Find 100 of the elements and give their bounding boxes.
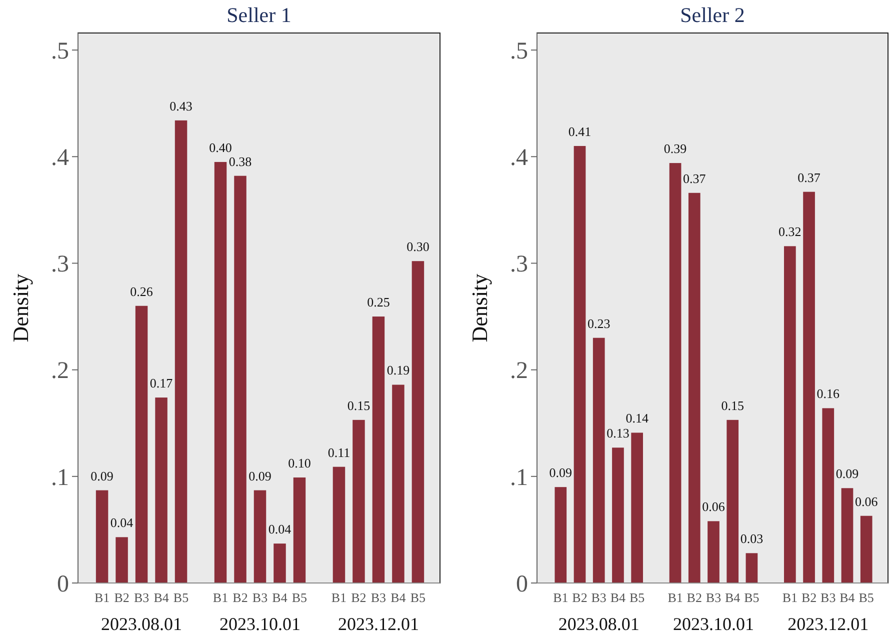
bar — [726, 420, 739, 583]
bar — [96, 490, 108, 583]
bar — [688, 192, 700, 583]
chart-title: Seller 2 — [680, 3, 745, 27]
text: 2023.10.01 — [673, 614, 754, 634]
text: 2023.12.01 — [338, 614, 419, 634]
x-tick-label: B1 — [94, 590, 110, 605]
y-tick-label: .4 — [51, 145, 69, 172]
bar — [155, 398, 168, 583]
text: 2023.08.01 — [558, 614, 640, 634]
x-tick-label: B2 — [114, 590, 130, 605]
bar — [214, 162, 227, 583]
x-tick-label: B3 — [591, 590, 606, 605]
data-label: 0.06 — [702, 499, 726, 514]
bar — [784, 246, 796, 583]
bar — [234, 176, 246, 583]
bar — [669, 163, 682, 583]
bar — [174, 120, 188, 583]
bar — [592, 338, 605, 583]
y-tick-label: .5 — [510, 38, 528, 64]
text: 2023.12.01 — [788, 614, 869, 634]
y-axis-title: Density — [467, 274, 492, 342]
bar — [392, 384, 404, 583]
x-tick-label: B4 — [840, 590, 856, 605]
chart-title: Seller 1 — [226, 3, 292, 27]
data-label: 0.37 — [683, 170, 706, 186]
bar — [116, 537, 128, 583]
bar — [860, 516, 872, 583]
bar — [412, 261, 424, 583]
data-label: 0.16 — [816, 386, 840, 402]
x-tick-label: B4 — [610, 590, 626, 605]
data-label: 0.04 — [268, 522, 292, 537]
bar — [574, 146, 586, 583]
x-tick-label: B3 — [370, 590, 386, 605]
data-label: 0.41 — [568, 124, 592, 139]
x-tick-label: B3 — [706, 590, 722, 605]
bar — [822, 408, 834, 583]
y-tick-label: .1 — [510, 464, 528, 491]
data-label: 0.11 — [328, 444, 350, 460]
data-label: 0.14 — [626, 410, 649, 426]
x-tick-label: B2 — [572, 590, 588, 605]
x-tick-label: B1 — [331, 590, 347, 605]
bar — [135, 306, 148, 583]
y-tick-label: 0 — [516, 571, 528, 598]
bar — [841, 488, 854, 583]
bar — [554, 487, 567, 583]
x-tick-label: B5 — [858, 590, 874, 605]
x-tick-label: B1 — [553, 590, 568, 605]
x-tick-label: B3 — [820, 590, 836, 605]
y-tick-label: .3 — [51, 252, 69, 278]
data-label: 0.30 — [406, 239, 430, 254]
data-label: 0.13 — [606, 426, 630, 441]
x-tick-label: B5 — [292, 590, 308, 605]
x-tick-label: B5 — [744, 590, 760, 605]
data-label: 0.19 — [386, 362, 410, 378]
data-label: 0.17 — [150, 376, 174, 391]
bar — [372, 316, 385, 583]
x-tick-label: B1 — [782, 590, 798, 605]
x-tick-label: B1 — [668, 590, 683, 605]
data-label: 0.38 — [228, 154, 252, 169]
bar — [254, 490, 266, 583]
x-tick-label: B3 — [252, 590, 268, 605]
bar — [352, 420, 365, 583]
data-label: 0.25 — [367, 294, 390, 310]
bar — [746, 553, 758, 583]
y-tick-label: .4 — [510, 145, 528, 172]
bar — [293, 477, 306, 583]
data-label: 0.03 — [740, 531, 764, 546]
y-tick-label: 0 — [57, 571, 69, 598]
bar — [274, 544, 286, 583]
y-tick-label: .3 — [510, 252, 528, 278]
x-tick-label: B4 — [154, 590, 170, 605]
data-label: 0.09 — [549, 465, 572, 480]
bar — [612, 448, 624, 583]
data-label: 0.09 — [836, 466, 859, 482]
x-tick-label: B2 — [351, 590, 366, 605]
y-tick-label: .5 — [51, 38, 69, 64]
data-label: 0.09 — [248, 468, 272, 484]
data-label: 0.06 — [854, 494, 878, 509]
text: 2023.08.01 — [101, 614, 182, 634]
x-tick-label: B4 — [725, 590, 741, 605]
data-label: 0.15 — [347, 398, 370, 413]
x-tick-label: B2 — [232, 590, 248, 605]
x-tick-label: B5 — [629, 590, 645, 605]
data-label: 0.10 — [288, 455, 311, 470]
text: 2023.10.01 — [220, 614, 300, 634]
data-label: 0.32 — [778, 224, 802, 240]
y-axis-title: Density — [8, 274, 33, 342]
y-tick-label: .2 — [51, 358, 69, 384]
data-label: 0.09 — [90, 468, 114, 484]
x-tick-label: B2 — [801, 590, 817, 605]
x-tick-label: B2 — [686, 590, 702, 605]
y-tick-label: .1 — [51, 464, 69, 491]
data-label: 0.37 — [798, 170, 821, 185]
x-tick-label: B1 — [212, 590, 228, 605]
bar — [631, 432, 643, 583]
data-label: 0.26 — [130, 284, 154, 299]
bar — [332, 466, 346, 583]
data-label: 0.04 — [110, 515, 134, 530]
data-label: 0.40 — [209, 140, 232, 155]
